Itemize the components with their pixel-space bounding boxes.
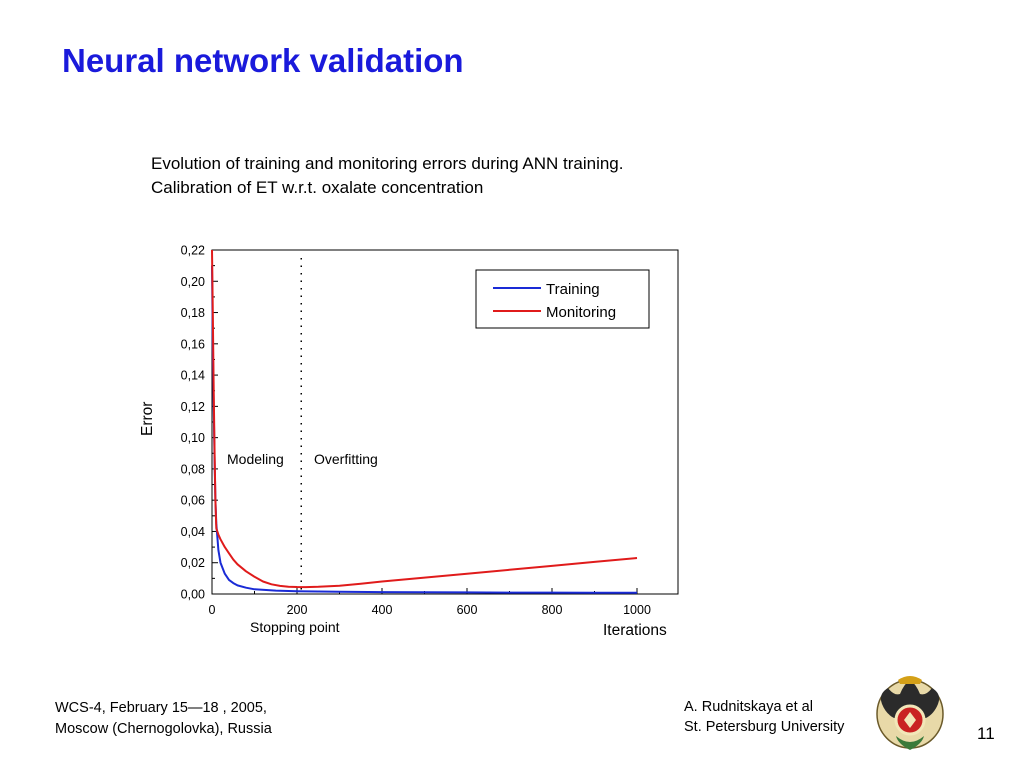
footer-conference-line-1: WCS-4, February 15—18 , 2005, xyxy=(55,700,267,716)
footer-authors-line-2: St. Petersburg University xyxy=(684,719,845,735)
y-tick-label: 0,12 xyxy=(181,400,205,414)
x-tick-label: 400 xyxy=(372,603,393,617)
x-tick-label: 800 xyxy=(542,603,563,617)
y-tick-label: 0,04 xyxy=(181,525,205,539)
slide-title: Neural network validation xyxy=(62,42,464,79)
y-axis: 0,00 0,02 0,04 0,06 0,08 0,10 0,12 0,14 0,16 0,18… xyxy=(181,244,218,602)
x-axis-label: Iterations xyxy=(603,622,667,639)
y-tick-label: 0,08 xyxy=(181,462,205,476)
legend-label-monitoring: Monitoring xyxy=(546,304,616,321)
y-tick-label: 0,16 xyxy=(181,337,205,351)
y-tick-label: 0,00 xyxy=(181,588,205,602)
x-tick-label: 1000 xyxy=(623,603,651,617)
overfitting-label: Overfitting xyxy=(314,451,378,467)
y-tick-label: 0,18 xyxy=(181,306,205,320)
legend-label-training: Training xyxy=(546,281,600,298)
series-line-monitoring xyxy=(211,249,638,589)
y-tick-label: 0,14 xyxy=(181,369,205,383)
y-tick-label: 0,20 xyxy=(181,275,205,289)
stopping-point-label: Stopping point xyxy=(250,619,340,635)
modeling-label: Modeling xyxy=(227,451,284,467)
legend: Training Monitoring xyxy=(475,269,650,329)
y-tick-label: 0,10 xyxy=(181,431,205,445)
x-tick-label: 600 xyxy=(457,603,478,617)
y-tick-label: 0,02 xyxy=(181,556,205,570)
series-layer xyxy=(211,249,638,594)
y-axis-label: Error xyxy=(139,402,156,436)
x-tick-label: 0 xyxy=(209,603,216,617)
y-tick-label: 0,22 xyxy=(181,244,205,258)
caption-line-1: Evolution of training and monitoring err… xyxy=(151,154,624,173)
x-tick-label: 200 xyxy=(287,603,308,617)
x-axis: 0 200 400 600 800 1000 xyxy=(209,588,651,617)
legend-box xyxy=(475,269,650,329)
footer-conference: WCS-4, February 15—18 , 2005, Moscow (Ch… xyxy=(55,698,272,740)
footer-conference-line-2: Moscow (Chernogolovka), Russia xyxy=(55,721,272,737)
caption-line-2: Calibration of ET w.r.t. oxalate concent… xyxy=(151,178,484,197)
university-coat-of-arms-icon xyxy=(876,676,944,750)
chart-caption: Evolution of training and monitoring err… xyxy=(151,152,623,200)
y-tick-label: 0,06 xyxy=(181,494,205,508)
footer-authors: A. Rudnitskaya et al St. Petersburg Univ… xyxy=(684,697,844,737)
footer-authors-line-1: A. Rudnitskaya et al xyxy=(684,699,813,715)
page-number: 11 xyxy=(977,724,995,743)
